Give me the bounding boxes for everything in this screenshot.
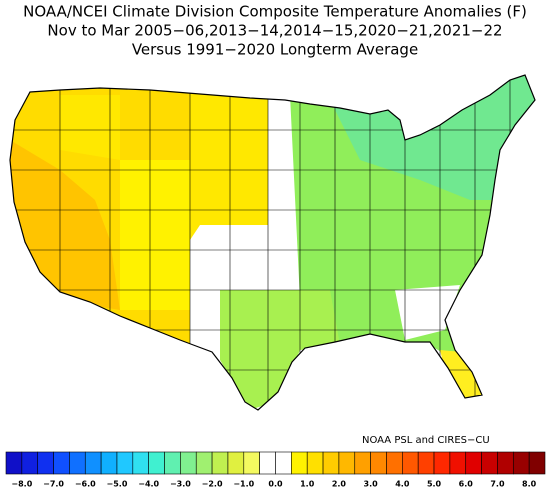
colorbar-swatch: [481, 451, 498, 475]
colorbar-swatch: [195, 451, 213, 475]
colorbar-label: 5.0: [427, 480, 442, 489]
colorbar-swatch: [211, 451, 229, 475]
colorbar-label: 3.0: [364, 480, 379, 489]
colorbar-swatch: [69, 451, 86, 475]
colorbar-swatch: [433, 451, 451, 475]
colorbar-swatch: [116, 451, 134, 475]
colorbar-swatch: [100, 451, 118, 475]
plains-region: [190, 90, 268, 240]
colorbar-swatch: [180, 451, 197, 475]
colorbar: −8.0 −7.0 −6.0 −5.0 −4.0 −3.0 −2.0 −1.0 0.0 1.0 2.…: [5, 451, 546, 489]
us-outline: [9, 74, 536, 411]
colorbar-swatch: [338, 451, 356, 475]
southeast-region: [395, 285, 460, 340]
colorbar-swatch: [354, 451, 371, 475]
colorbar-swatch: [402, 451, 419, 475]
colorbar-swatch: [528, 451, 546, 475]
colorbar-swatch: [37, 451, 54, 475]
division-lines: [10, 75, 535, 410]
colorbar-swatch: [306, 451, 324, 475]
colorbar-label: 0.0: [268, 480, 283, 489]
colorbar-swatch: [164, 451, 181, 475]
colorbar-label: −4.0: [138, 480, 159, 489]
colorbar-swatch: [497, 451, 514, 475]
colorbar-swatch: [465, 451, 482, 475]
colorbar-swatch: [148, 451, 165, 475]
colorbar-label: 2.0: [332, 480, 347, 489]
colorbar-label: 8.0: [522, 480, 537, 489]
colorbar-swatch: [21, 451, 39, 475]
colorbar-swatch: [386, 451, 403, 475]
colorbar-label: 4.0: [395, 480, 410, 489]
southwest-region: [120, 160, 190, 310]
colorbar-swatch: [322, 451, 340, 475]
colorbar-swatch: [370, 451, 387, 475]
colorbar-swatch: [84, 451, 102, 475]
colorbar-swatch: [132, 451, 149, 475]
colorbar-label: −6.0: [75, 480, 96, 489]
credit: NOAA PSL and CIRES−CU: [362, 435, 490, 446]
colorbar-label: −5.0: [107, 480, 128, 489]
colorbar-swatch: [417, 451, 435, 475]
colorbar-label: −3.0: [170, 480, 191, 489]
title: NOAA/NCEI Climate Division Composite Tem…: [23, 3, 527, 21]
reference: Versus 1991−2020 Longterm Average: [132, 41, 418, 59]
colorbar-label: −7.0: [43, 480, 64, 489]
colorbar-swatch: [5, 451, 23, 475]
colorbar-swatch: [53, 451, 70, 475]
colorbar-swatch: [275, 451, 292, 475]
colorbar-label: 7.0: [490, 480, 505, 489]
colorbar-swatch: [449, 451, 467, 475]
colorbar-swatch: [243, 451, 260, 475]
northwest-region: [60, 95, 120, 160]
colorbar-swatch: [227, 451, 245, 475]
colorbar-swatch: [291, 451, 308, 475]
colorbar-swatch: [512, 451, 530, 475]
texas-region: [220, 290, 340, 410]
colorbar-label: −2.0: [202, 480, 223, 489]
colorbar-label: 6.0: [459, 480, 474, 489]
colorbar-label: 1.0: [300, 480, 315, 489]
florida-region: [440, 350, 482, 398]
subtitle: Nov to Mar 2005−06,2013−14,2014−15,2020−…: [47, 22, 502, 40]
colorbar-label: −8.0: [11, 480, 32, 489]
colorbar-swatch: [259, 451, 276, 475]
colorbar-label: −1.0: [233, 480, 254, 489]
